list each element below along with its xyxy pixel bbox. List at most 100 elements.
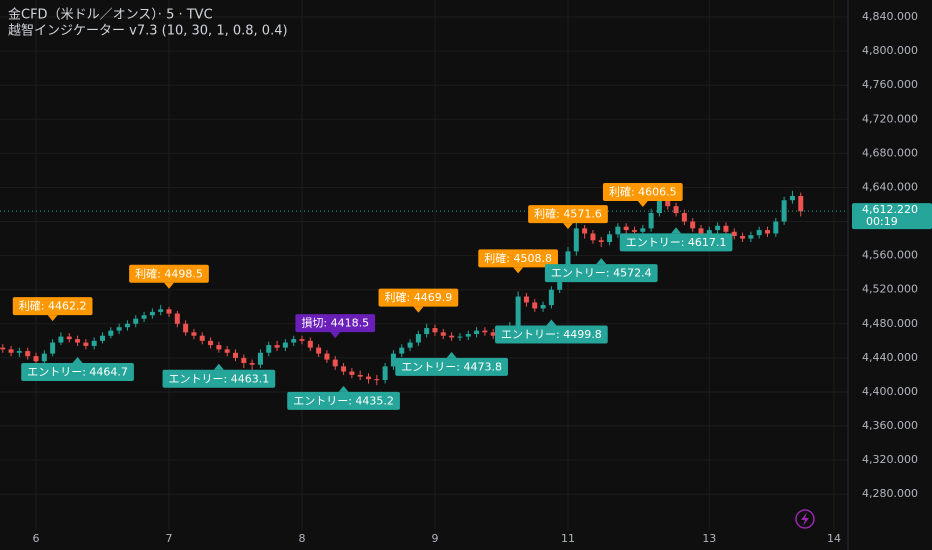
candle-body — [715, 225, 721, 231]
candle-body — [75, 339, 81, 343]
candle-body — [158, 309, 164, 312]
annotation: エントリー: 4435.2 — [287, 385, 400, 410]
annotation-pointer — [338, 385, 349, 392]
candle-body — [449, 335, 455, 338]
candle-body — [141, 315, 147, 319]
annotation-pointer — [72, 356, 83, 363]
candle-body — [266, 345, 272, 353]
annotation: 利確: 4498.5 — [129, 264, 209, 289]
icon — [795, 509, 815, 529]
annotation-pointer — [513, 267, 524, 274]
annotation-pointer — [671, 227, 682, 234]
last-price-tag — [852, 203, 932, 230]
candle-body — [465, 334, 471, 337]
candle-body — [274, 345, 280, 348]
candle-body — [765, 230, 770, 234]
annotation-box — [21, 362, 134, 381]
candle-body — [116, 327, 122, 331]
candle-body — [798, 195, 804, 212]
annotation-label: エントリー: 4473.8 — [401, 360, 502, 373]
annotation-box — [287, 391, 400, 410]
candle-body — [316, 347, 322, 354]
candle-body — [224, 349, 230, 353]
candle-body — [532, 302, 538, 309]
x-tick-label: 14 — [827, 532, 841, 545]
x-tick-label: 9 — [432, 532, 439, 545]
candle-body — [241, 357, 247, 363]
x-tick-label: 6 — [33, 532, 40, 545]
annotation-pointer — [413, 306, 424, 313]
candle-body — [407, 342, 413, 348]
candle-body — [457, 336, 463, 338]
y-tick-label: 4,520.000 — [862, 283, 918, 296]
candle-body — [366, 376, 371, 380]
candle-body — [382, 366, 388, 381]
candle-body — [66, 336, 72, 340]
candle-body — [731, 231, 737, 237]
annotation: 利確: 4462.2 — [12, 297, 93, 322]
candle-body — [607, 234, 613, 242]
annotation: エントリー: 4499.8 — [495, 319, 608, 344]
candle-body — [233, 352, 238, 358]
candle-body — [299, 339, 305, 341]
annotation: エントリー: 4473.8 — [395, 351, 508, 376]
candle-body — [789, 195, 795, 201]
candle-body — [83, 342, 89, 346]
candle-body — [282, 342, 288, 348]
annotation-pointer — [213, 363, 224, 370]
candle-body — [374, 379, 380, 381]
candle-body — [756, 230, 762, 236]
candle-body — [582, 228, 588, 234]
candle-body — [133, 318, 139, 324]
annotation: 利確: 4469.9 — [378, 288, 459, 313]
candle-body — [174, 313, 180, 324]
candle-body — [623, 226, 629, 231]
candle-body — [332, 359, 338, 367]
candle-body — [723, 225, 729, 232]
annotation-pointer — [446, 351, 457, 358]
candle-body — [523, 296, 529, 303]
y-tick-label: 4,720.000 — [862, 112, 918, 125]
x-tick-label: 8 — [299, 532, 306, 545]
candle-body — [474, 330, 480, 335]
candle-body — [432, 328, 438, 333]
candle-body — [673, 206, 679, 214]
last-price-label: 4,612.220 — [862, 203, 918, 216]
candle-body — [341, 366, 347, 372]
candle-body — [108, 330, 114, 336]
y-tick-label: 4,560.000 — [862, 249, 918, 262]
annotation-box — [495, 325, 608, 344]
candle-body — [291, 339, 297, 343]
candle-body — [548, 289, 554, 306]
annotation-box — [295, 314, 376, 333]
annotation-label: エントリー: 4572.4 — [551, 267, 652, 280]
annotation-box — [378, 288, 459, 307]
annotation-pointer — [47, 315, 58, 322]
candle-body — [573, 228, 579, 252]
annotation-box — [162, 369, 276, 388]
candle-body — [698, 228, 704, 234]
annotation-label: エントリー: 4617.1 — [626, 236, 727, 249]
chart-subtitle: 越智インジケーター v7.3 (10, 30, 1, 0.8, 0.4) — [8, 24, 288, 39]
annotation: 利確: 4508.8 — [478, 249, 558, 274]
y-tick-label: 4,440.000 — [862, 351, 918, 364]
candle-body — [0, 347, 6, 350]
y-tick-label: 4,840.000 — [862, 10, 918, 23]
annotation-label: 利確: 4469.9 — [385, 290, 453, 304]
chart-title: 金CFD（米ドル／オンス）· 5 · TVC — [8, 7, 213, 23]
candle-body — [665, 200, 671, 207]
candle-body — [249, 362, 255, 365]
candle-body — [632, 230, 637, 232]
candle-body — [208, 340, 214, 346]
candle-body — [690, 221, 696, 229]
candle-body — [390, 353, 396, 367]
y-tick-label: 4,480.000 — [862, 317, 918, 330]
annotation-label: エントリー: 4463.1 — [169, 372, 270, 385]
candle-body — [557, 277, 563, 290]
candle-body — [216, 345, 222, 350]
candle-body — [41, 353, 47, 362]
candle-body — [349, 371, 355, 375]
annotation-label: 利確: 4571.6 — [534, 207, 602, 221]
annotation-pointer — [546, 319, 557, 326]
